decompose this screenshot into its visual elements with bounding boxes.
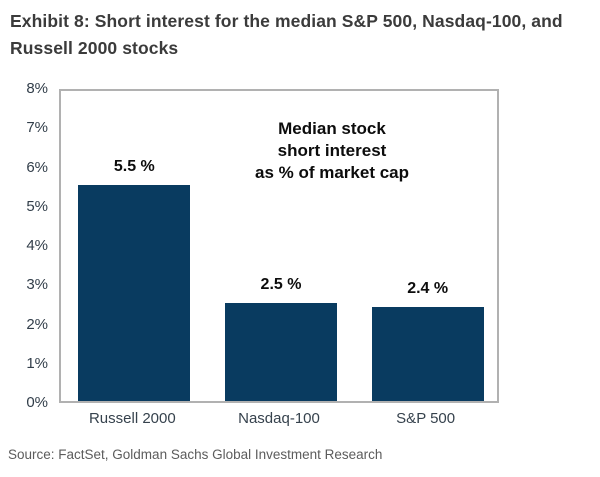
y-axis-tick-label: 6% bbox=[26, 158, 48, 176]
x-axis-category-label: Nasdaq-100 bbox=[238, 410, 320, 427]
bar-value-label: 2.5 % bbox=[260, 275, 302, 293]
plot-area: Median stock short interest as % of market… bbox=[59, 89, 499, 403]
x-axis-category-label: Russell 2000 bbox=[88, 410, 176, 427]
annotation-line: Median stock bbox=[278, 119, 386, 138]
y-axis-tick-label: 5% bbox=[26, 197, 48, 215]
bar-value-label: 5.5 % bbox=[113, 158, 155, 176]
exhibit-title: Exhibit 8: Short interest for the median… bbox=[10, 11, 563, 58]
y-axis-tick-label: 2% bbox=[26, 315, 48, 333]
source-note: Source: FactSet, Goldman Sachs Global In… bbox=[8, 447, 383, 462]
chart-annotation: Median stock short interest as % of market… bbox=[255, 118, 409, 184]
bar-russell-2000 bbox=[78, 185, 191, 401]
y-axis-tick-label: 0% bbox=[26, 394, 48, 411]
y-axis-tick-label: 1% bbox=[26, 354, 48, 372]
y-axis-tick-label: 8% bbox=[26, 80, 48, 97]
y-axis-tick-label: 4% bbox=[26, 237, 48, 254]
y-axis-tick-label: 3% bbox=[26, 276, 48, 294]
y-axis-tick-label: 7% bbox=[26, 119, 48, 137]
annotation-line: as % of market cap bbox=[254, 163, 410, 182]
bar-value-label: 2.4 % bbox=[407, 279, 449, 297]
x-axis-category-label: S&P 500 bbox=[396, 410, 456, 427]
annotation-line: short interest bbox=[277, 141, 387, 160]
bar-s-p-500 bbox=[371, 306, 484, 401]
bar-nasdaq-100 bbox=[225, 302, 337, 401]
